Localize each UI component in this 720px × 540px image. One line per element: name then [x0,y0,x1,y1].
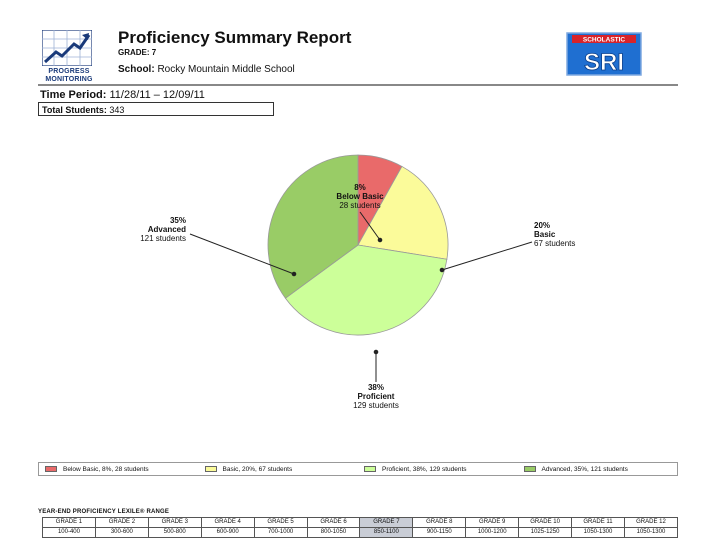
range-value-cell: 300-600 [94,527,149,538]
pie-slice-basic [357,165,449,260]
lexile-range-table: GRADE 1 GRADE 2 GRADE 3 GRADE 4 GRADE 5 GRADE… [42,517,679,538]
range-grade-cell: GRADE 12 [623,517,679,528]
school-label: School: [118,64,155,75]
range-grade-cell: GRADE 2 [94,517,149,528]
range-grade-cell: GRADE 11 [571,517,625,528]
legend-label: Below Basic, 8%, 28 students [63,465,149,473]
range-grade-cell: GRADE 5 [253,517,308,528]
legend-label: Advanced, 35%, 121 students [541,465,628,473]
school-line: School: Rocky Mountain Middle School [118,64,295,75]
legend-label: Basic, 20%, 67 students [222,465,293,473]
logo-text: PROGRESS MONITORING [45,68,93,83]
brand-publisher: SCHOLASTIC [583,37,626,44]
range-value-cell: 1000-1200 [465,527,520,538]
leader-dot [373,349,379,355]
range-value-cell: 850-1100 [359,527,414,538]
school-name: Rocky Mountain Middle School [157,64,295,75]
range-grade-cell: GRADE 10 [518,517,573,528]
slice-percent-label: 20% [534,221,550,230]
legend-swatch [204,466,217,472]
legend-label: Proficient, 38%, 129 students [382,465,467,473]
slice-count-label: 67 students [534,239,575,248]
time-period-label: Time Period: [40,89,107,101]
range-grade-cell: GRADE 6 [306,517,361,528]
range-grade-cell: GRADE 9 [465,517,520,528]
legend-item: Advanced, 35%, 121 students [518,466,678,473]
total-students-value: 343 [109,105,125,115]
range-value-cell: 900-1150 [412,527,467,538]
chart-trend-icon [42,30,92,66]
leader-dot [291,271,297,277]
range-grade-cell: GRADE 8 [412,517,467,528]
legend-swatch [364,466,376,472]
range-value-cell: 800-1050 [306,527,361,538]
range-grade-cell: GRADE 3 [147,517,202,528]
range-value-cell: 1025-1250 [518,527,573,538]
legend-swatch [45,466,57,472]
legend-item: Below Basic, 8%, 28 students [39,466,199,473]
slice-category-label: Basic [534,230,556,239]
leader-line [441,241,533,271]
pie-slice-proficient [284,244,448,336]
chart-legend: Below Basic, 8%, 28 students Basic, 20%, … [38,462,678,476]
leader-line [189,233,295,275]
range-grade-cell: GRADE 4 [200,517,255,528]
range-value-cell: 500-800 [147,527,202,538]
range-value-cell: 100-400 [42,527,96,538]
range-value-cell: 600-900 [200,527,255,538]
range-value-cell: 1050-1300 [623,527,679,538]
slice-category-label: Below Basic [336,192,384,201]
slice-percent-label: 38% [368,383,384,392]
time-period: Time Period: 11/28/11 – 12/09/11 [40,89,205,101]
leader-line [359,211,381,241]
slice-category-label: Advanced [148,225,186,234]
time-period-value: 11/28/11 – 12/09/11 [109,89,205,101]
range-grade-cell: GRADE 1 [42,517,96,528]
slice-count-label: 129 students [353,401,399,410]
brand-product: SRI [584,49,624,76]
legend-item: Proficient, 38%, 129 students [358,466,518,473]
leader-dot [439,267,445,273]
lexile-range-title: YEAR-END PROFICIENCY LEXILE® RANGE [38,509,170,515]
legend-item: Basic, 20%, 67 students [199,466,359,473]
slice-percent-label: 8% [354,183,366,192]
range-value-cell: 700-1000 [253,527,308,538]
range-value-cell: 1050-1300 [571,527,625,538]
leader-dot [377,237,383,243]
pie-slice-advanced [267,154,359,299]
total-students-box: Total Students: 343 [38,102,274,116]
slice-count-label: 28 students [339,201,380,210]
slice-category-label: Proficient [358,392,395,401]
page-title: Proficiency Summary Report [118,28,352,47]
legend-swatch [523,466,536,472]
total-students-label: Total Students: [42,105,107,115]
grade-label: GRADE: 7 [118,48,157,57]
range-grade-cell: GRADE 7 [359,517,414,528]
progress-monitoring-logo: PROGRESS MONITORING [38,28,100,84]
slice-count-label: 121 students [140,234,186,243]
header-divider [38,84,678,86]
sri-logo: SCHOLASTIC SRI [566,32,642,76]
slice-percent-label: 35% [170,216,186,225]
